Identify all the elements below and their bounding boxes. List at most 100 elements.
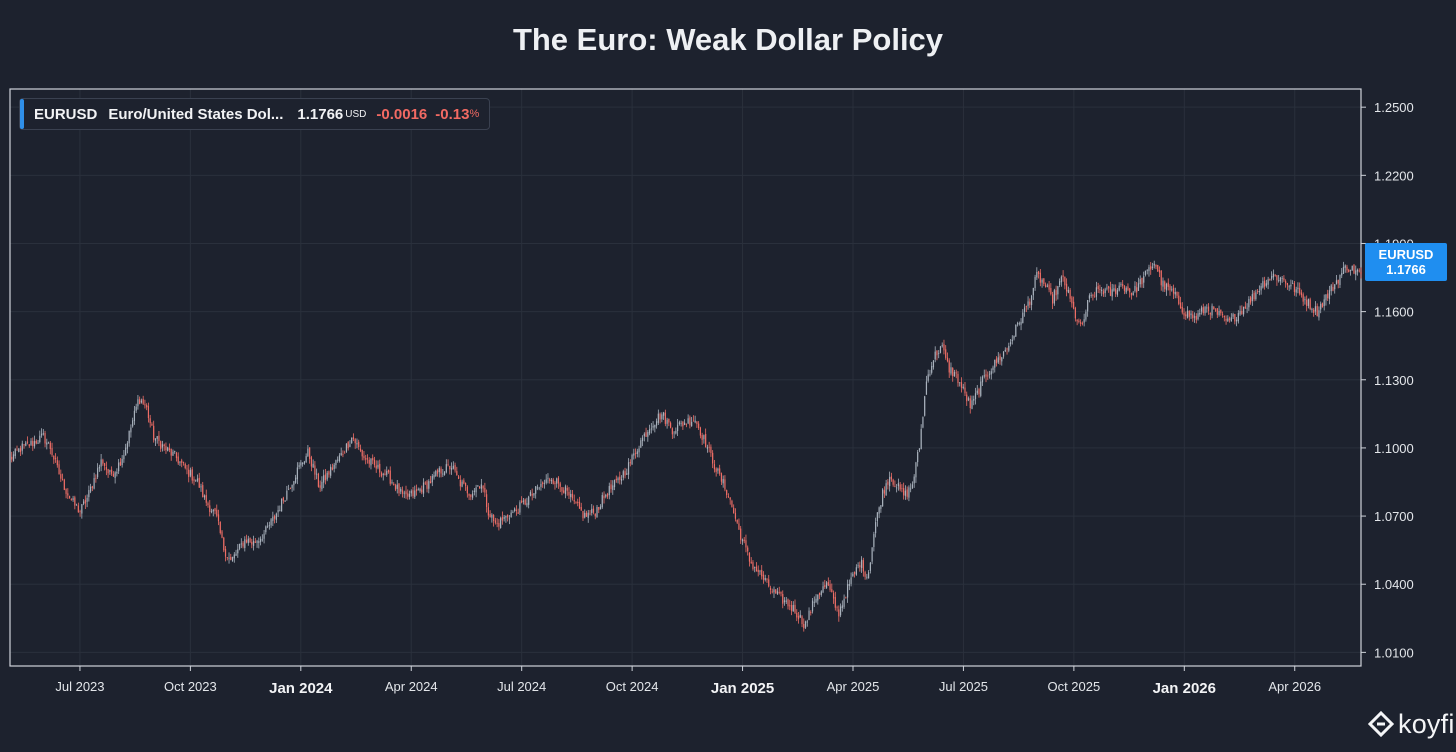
candle: [438, 466, 440, 478]
candle-body: [932, 360, 935, 368]
candle-body: [214, 508, 216, 512]
candle-body: [920, 429, 922, 450]
candle: [391, 479, 393, 485]
candle-body: [102, 459, 104, 464]
candle: [1183, 308, 1185, 320]
candle-body: [617, 478, 619, 481]
candle-body: [125, 447, 127, 456]
candle-body: [1118, 285, 1120, 291]
candle: [990, 368, 992, 380]
candle-body: [566, 487, 568, 491]
candle: [461, 479, 463, 488]
symbol-legend[interactable]: EURUSD Euro/United States Dol... 1.1766 …: [19, 98, 491, 130]
candle: [726, 489, 728, 499]
candle: [1299, 282, 1301, 296]
candle-body: [1218, 311, 1220, 315]
candle-body: [449, 465, 451, 470]
candle: [606, 492, 609, 499]
candle: [258, 537, 260, 549]
candle-body: [831, 589, 833, 593]
candle: [538, 486, 540, 491]
candle-body: [1083, 319, 1085, 323]
candle-body: [356, 443, 358, 445]
candle: [158, 430, 160, 447]
candle-body: [1092, 295, 1094, 296]
candle: [281, 498, 283, 512]
candle-body: [759, 570, 761, 572]
candle-body: [443, 471, 446, 475]
candle-body: [866, 576, 868, 578]
candle: [787, 598, 789, 610]
candle-body: [1104, 289, 1106, 294]
candle-body: [825, 582, 828, 589]
candle: [901, 484, 903, 493]
candle: [890, 472, 892, 482]
candle-body: [1225, 318, 1227, 321]
candle: [244, 536, 246, 552]
candle: [706, 444, 709, 453]
candle-body: [216, 509, 218, 516]
candle-body: [477, 485, 479, 487]
candle-body: [387, 469, 390, 473]
candle-body: [316, 473, 318, 475]
candle: [132, 417, 134, 428]
candle-body: [179, 461, 181, 463]
x-tick-label: Jul 2024: [497, 679, 546, 694]
candle-body: [1356, 269, 1359, 272]
candle-body: [435, 471, 437, 476]
candle: [834, 591, 836, 611]
candle-body: [193, 479, 195, 481]
candle: [1164, 280, 1166, 293]
candle-body: [1220, 309, 1222, 314]
candle: [40, 428, 43, 438]
candle: [943, 339, 945, 355]
candle: [84, 495, 86, 509]
candle-body: [142, 399, 144, 404]
candle: [804, 620, 807, 629]
candle-body: [167, 447, 169, 451]
candle: [286, 485, 288, 501]
candle: [372, 454, 374, 465]
candle: [617, 476, 619, 484]
candle: [224, 545, 227, 562]
candle: [67, 488, 69, 499]
koyfin-logo-icon: [1368, 711, 1394, 737]
candle-body: [1358, 270, 1360, 272]
candle: [445, 459, 447, 474]
candle: [780, 591, 782, 597]
candle-body: [776, 591, 779, 594]
candle: [1341, 267, 1343, 279]
candles: [11, 260, 1362, 632]
candle: [885, 479, 887, 496]
candle-body: [60, 474, 62, 479]
candle: [210, 508, 213, 514]
candle: [74, 495, 76, 510]
candle: [960, 377, 963, 393]
candle: [1330, 283, 1332, 296]
candle-body: [857, 565, 859, 567]
candle-body: [298, 465, 300, 467]
candle: [503, 514, 505, 522]
candle-body: [119, 461, 121, 466]
candle-body: [845, 597, 847, 599]
candle: [868, 570, 870, 579]
candle: [184, 462, 186, 470]
candle: [1123, 284, 1126, 295]
candle-body: [1341, 273, 1343, 276]
candle: [309, 447, 311, 464]
candle-body: [198, 477, 200, 488]
candle: [1257, 288, 1259, 294]
candle-body: [74, 497, 76, 506]
candle: [1016, 321, 1019, 327]
candle: [662, 411, 665, 420]
candle-body: [1008, 345, 1010, 351]
candle: [825, 581, 828, 589]
candle-body: [177, 456, 179, 464]
candle: [1188, 310, 1190, 321]
candle-body: [305, 456, 307, 462]
candle: [11, 451, 13, 463]
candle-body: [910, 488, 912, 490]
candle-body: [245, 540, 248, 543]
candle-body: [344, 452, 346, 454]
